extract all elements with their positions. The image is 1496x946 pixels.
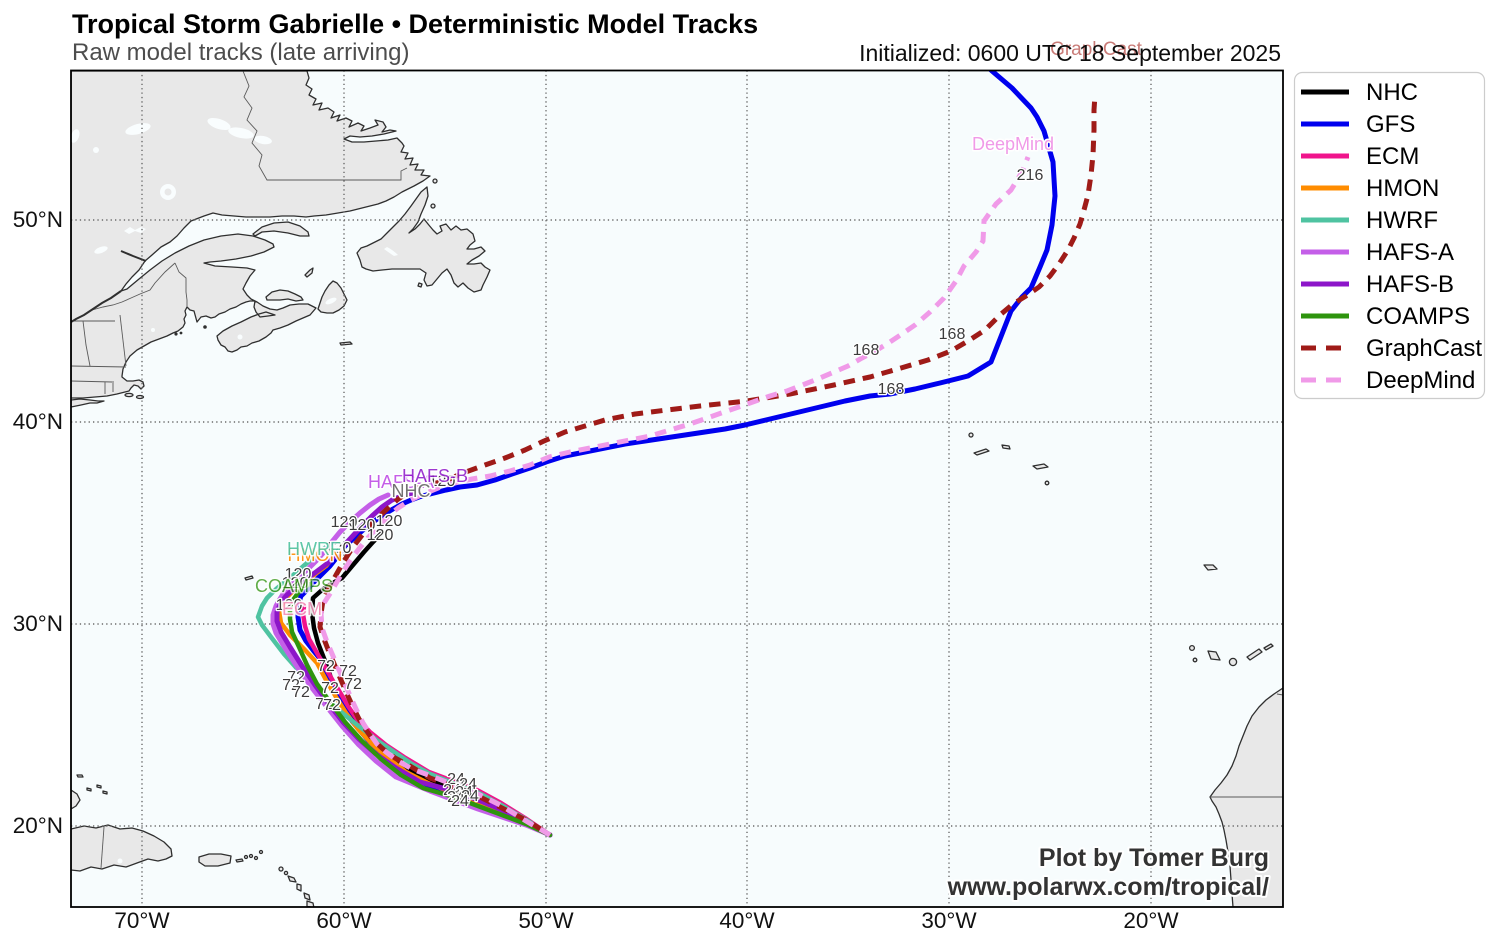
svg-text:NHC: NHC: [392, 481, 431, 501]
svg-text:Initialized: 0600 UTC 18 Septe: Initialized: 0600 UTC 18 September 2025: [859, 40, 1281, 66]
svg-text:GraphCast: GraphCast: [1366, 335, 1482, 362]
svg-text:20°N: 20°N: [13, 813, 63, 838]
svg-text:30°N: 30°N: [13, 611, 63, 636]
svg-text:168: 168: [878, 381, 905, 398]
svg-text:168: 168: [939, 326, 966, 343]
svg-text:60°W: 60°W: [316, 908, 372, 933]
svg-text:72: 72: [321, 680, 339, 697]
svg-text:Raw model tracks (late arrivin: Raw model tracks (late arriving): [72, 39, 409, 66]
svg-text:120: 120: [429, 473, 456, 490]
svg-text:HWRF: HWRF: [1366, 207, 1438, 234]
svg-text:24: 24: [459, 776, 477, 793]
svg-text:120: 120: [276, 597, 303, 614]
svg-text:24: 24: [451, 793, 469, 810]
svg-text:HAFS-A: HAFS-A: [368, 472, 434, 492]
svg-text:120: 120: [367, 527, 394, 544]
svg-text:24: 24: [447, 789, 465, 806]
svg-text:72: 72: [292, 684, 310, 701]
svg-text:120: 120: [349, 517, 376, 534]
svg-text:40°N: 40°N: [13, 409, 63, 434]
svg-text:HAFS-B: HAFS-B: [1366, 271, 1454, 298]
svg-text:HMON: HMON: [1366, 175, 1439, 202]
svg-text:24: 24: [455, 784, 473, 801]
svg-text:Tropical Storm Gabrielle • Det: Tropical Storm Gabrielle • Deterministic…: [72, 9, 758, 39]
svg-text:DeepMind: DeepMind: [1366, 367, 1475, 394]
svg-text:72: 72: [287, 669, 305, 686]
svg-text:Plot by Tomer Burg: Plot by Tomer Burg: [1039, 844, 1269, 872]
svg-text:HWRF: HWRF: [287, 539, 341, 559]
svg-text:COAMPS: COAMPS: [255, 576, 333, 596]
svg-text:ECM: ECM: [1366, 143, 1419, 170]
svg-text:50°N: 50°N: [13, 207, 63, 232]
svg-text:168: 168: [853, 342, 880, 359]
svg-text:ECM: ECM: [282, 599, 322, 619]
svg-text:24: 24: [461, 788, 479, 805]
svg-text:72: 72: [339, 663, 357, 680]
svg-text:70°W: 70°W: [114, 908, 170, 933]
svg-text:NHC: NHC: [1366, 79, 1418, 106]
svg-text:120: 120: [282, 575, 309, 592]
svg-text:72: 72: [344, 676, 362, 693]
svg-text:120: 120: [376, 513, 403, 530]
svg-text:120: 120: [285, 566, 312, 583]
svg-text:72: 72: [323, 697, 341, 714]
svg-text:72: 72: [317, 658, 335, 675]
svg-text:72: 72: [282, 677, 300, 694]
svg-text:HAFS-A: HAFS-A: [1366, 239, 1454, 266]
svg-text:120: 120: [325, 540, 352, 557]
svg-text:HAFS-B: HAFS-B: [402, 466, 468, 486]
svg-text:24: 24: [443, 782, 461, 799]
svg-text:120: 120: [331, 514, 358, 531]
svg-text:DeepMind: DeepMind: [972, 134, 1054, 154]
svg-text:50°W: 50°W: [518, 908, 574, 933]
svg-text:40°W: 40°W: [719, 908, 775, 933]
svg-text:20°W: 20°W: [1123, 908, 1179, 933]
svg-text:GFS: GFS: [1366, 111, 1415, 138]
svg-text:216: 216: [1017, 167, 1044, 184]
svg-text:30°W: 30°W: [921, 908, 977, 933]
svg-text:COAMPS: COAMPS: [1366, 303, 1470, 330]
svg-text:HMON: HMON: [288, 545, 343, 565]
svg-text:GraphCast: GraphCast: [1050, 39, 1143, 60]
svg-text:72: 72: [315, 696, 333, 713]
svg-text:24: 24: [447, 771, 465, 788]
svg-text:www.polarwx.com/tropical/: www.polarwx.com/tropical/: [947, 873, 1269, 901]
